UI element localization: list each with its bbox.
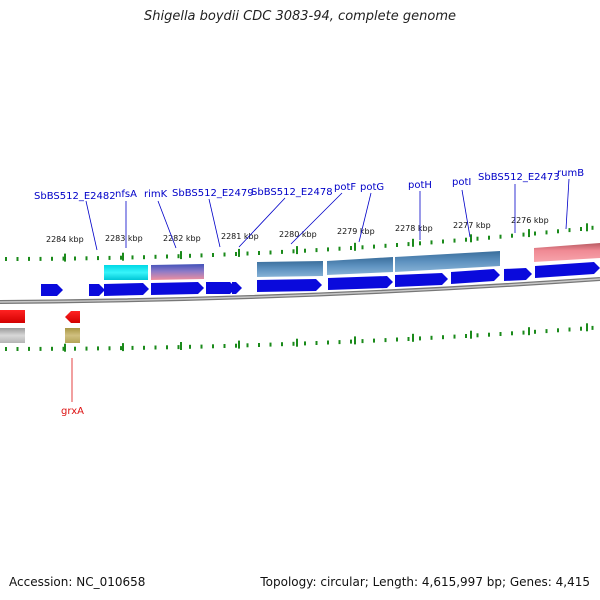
map-title: Shigella boydii CDC 3083-94, complete ge… [143, 9, 457, 24]
inner-tick-track [5, 323, 594, 352]
svg-text:potH: potH [408, 180, 432, 191]
gene-label-grxA[interactable]: grxA [61, 358, 84, 417]
tick-label: 2277 kbp [453, 221, 491, 230]
gene-label-potG[interactable]: potG [358, 182, 384, 243]
gene-arrow-SbBS512_E2479[interactable] [206, 282, 236, 294]
svg-text:potF: potF [334, 182, 356, 193]
feature-bar-grxA[interactable] [65, 328, 80, 343]
tick-label: 2281 kbp [221, 232, 259, 241]
forward-gene-track [41, 262, 600, 296]
tick-label: 2278 kbp [395, 224, 433, 233]
reverse-feature-track [0, 328, 80, 343]
svg-text:nfsA: nfsA [115, 189, 137, 200]
feature-bar-rimK[interactable] [151, 264, 204, 280]
gene-arrow-nfsA[interactable] [104, 283, 149, 296]
gene-labels: SbBS512_E2482 nfsA rimK SbBS512_E2479 Sb… [34, 168, 584, 417]
gene-arrow[interactable] [41, 284, 63, 296]
gene-label-potH[interactable]: potH [408, 180, 432, 240]
gene-label-SbBS512_E2478[interactable]: SbBS512_E2478 [238, 187, 333, 248]
scale-labels: 2284 kbp 2283 kbp 2282 kbp 2281 kbp 2280… [46, 216, 549, 244]
accession-label: Accession: NC_010658 [9, 575, 146, 589]
feature-track [104, 243, 600, 280]
svg-text:rumB: rumB [557, 168, 584, 179]
gene-arrow-rumB[interactable] [535, 262, 600, 278]
svg-text:SbBS512_E2479: SbBS512_E2479 [172, 188, 254, 199]
gene-label-rimK[interactable]: rimK [144, 189, 177, 249]
gene-label-rumB[interactable]: rumB [557, 168, 584, 230]
svg-text:SbBS512_E2473: SbBS512_E2473 [478, 172, 560, 183]
gene-arrow-SbBS512_E2473[interactable] [504, 268, 532, 281]
gene-arrow-reverse[interactable] [0, 310, 25, 323]
feature-bar-potH-potI[interactable] [395, 251, 500, 272]
gene-label-potI[interactable]: potI [452, 177, 471, 238]
svg-text:rimK: rimK [144, 189, 168, 200]
gene-label-nfsA[interactable]: nfsA [115, 189, 137, 248]
gene-arrow-SbBS512_E2482[interactable] [89, 284, 105, 296]
gene-arrow-potH[interactable] [395, 273, 448, 287]
tick-label: 2276 kbp [511, 216, 549, 225]
gene-arrow-SbBS512_E2479-b[interactable] [232, 282, 242, 294]
feature-bar-potF[interactable] [257, 261, 323, 277]
gene-arrow-rimK[interactable] [151, 282, 204, 295]
svg-text:SbBS512_E2478: SbBS512_E2478 [251, 187, 333, 198]
gene-arrow-potF[interactable] [257, 279, 322, 292]
feature-bar-potG[interactable] [327, 257, 393, 275]
tick-label: 2282 kbp [163, 234, 201, 243]
feature-bar-reverse[interactable] [0, 328, 25, 343]
svg-text:grxA: grxA [61, 406, 84, 417]
genome-backbone [0, 277, 600, 304]
genome-info-label: Topology: circular; Length: 4,615,997 bp… [260, 575, 590, 589]
outer-tick-track [5, 223, 594, 262]
reverse-gene-track [0, 310, 80, 323]
svg-text:potI: potI [452, 177, 471, 188]
tick-label: 2284 kbp [46, 235, 84, 244]
tick-label: 2280 kbp [279, 230, 317, 239]
gene-label-SbBS512_E2479[interactable]: SbBS512_E2479 [172, 188, 254, 248]
feature-bar-nfsA[interactable] [104, 265, 148, 280]
gene-label-SbBS512_E2473[interactable]: SbBS512_E2473 [478, 172, 560, 233]
tick-label: 2283 kbp [105, 234, 143, 243]
gene-label-SbBS512_E2482[interactable]: SbBS512_E2482 [34, 191, 116, 251]
feature-bar-rumB[interactable] [534, 243, 600, 262]
gene-label-potF[interactable]: potF [290, 182, 356, 245]
gene-arrow-grxA[interactable] [65, 311, 80, 323]
gene-arrow-potG[interactable] [328, 276, 393, 290]
svg-text:potG: potG [360, 182, 384, 193]
svg-text:SbBS512_E2482: SbBS512_E2482 [34, 191, 116, 202]
tick-label: 2279 kbp [337, 227, 375, 236]
gene-arrow-potI[interactable] [451, 269, 500, 284]
